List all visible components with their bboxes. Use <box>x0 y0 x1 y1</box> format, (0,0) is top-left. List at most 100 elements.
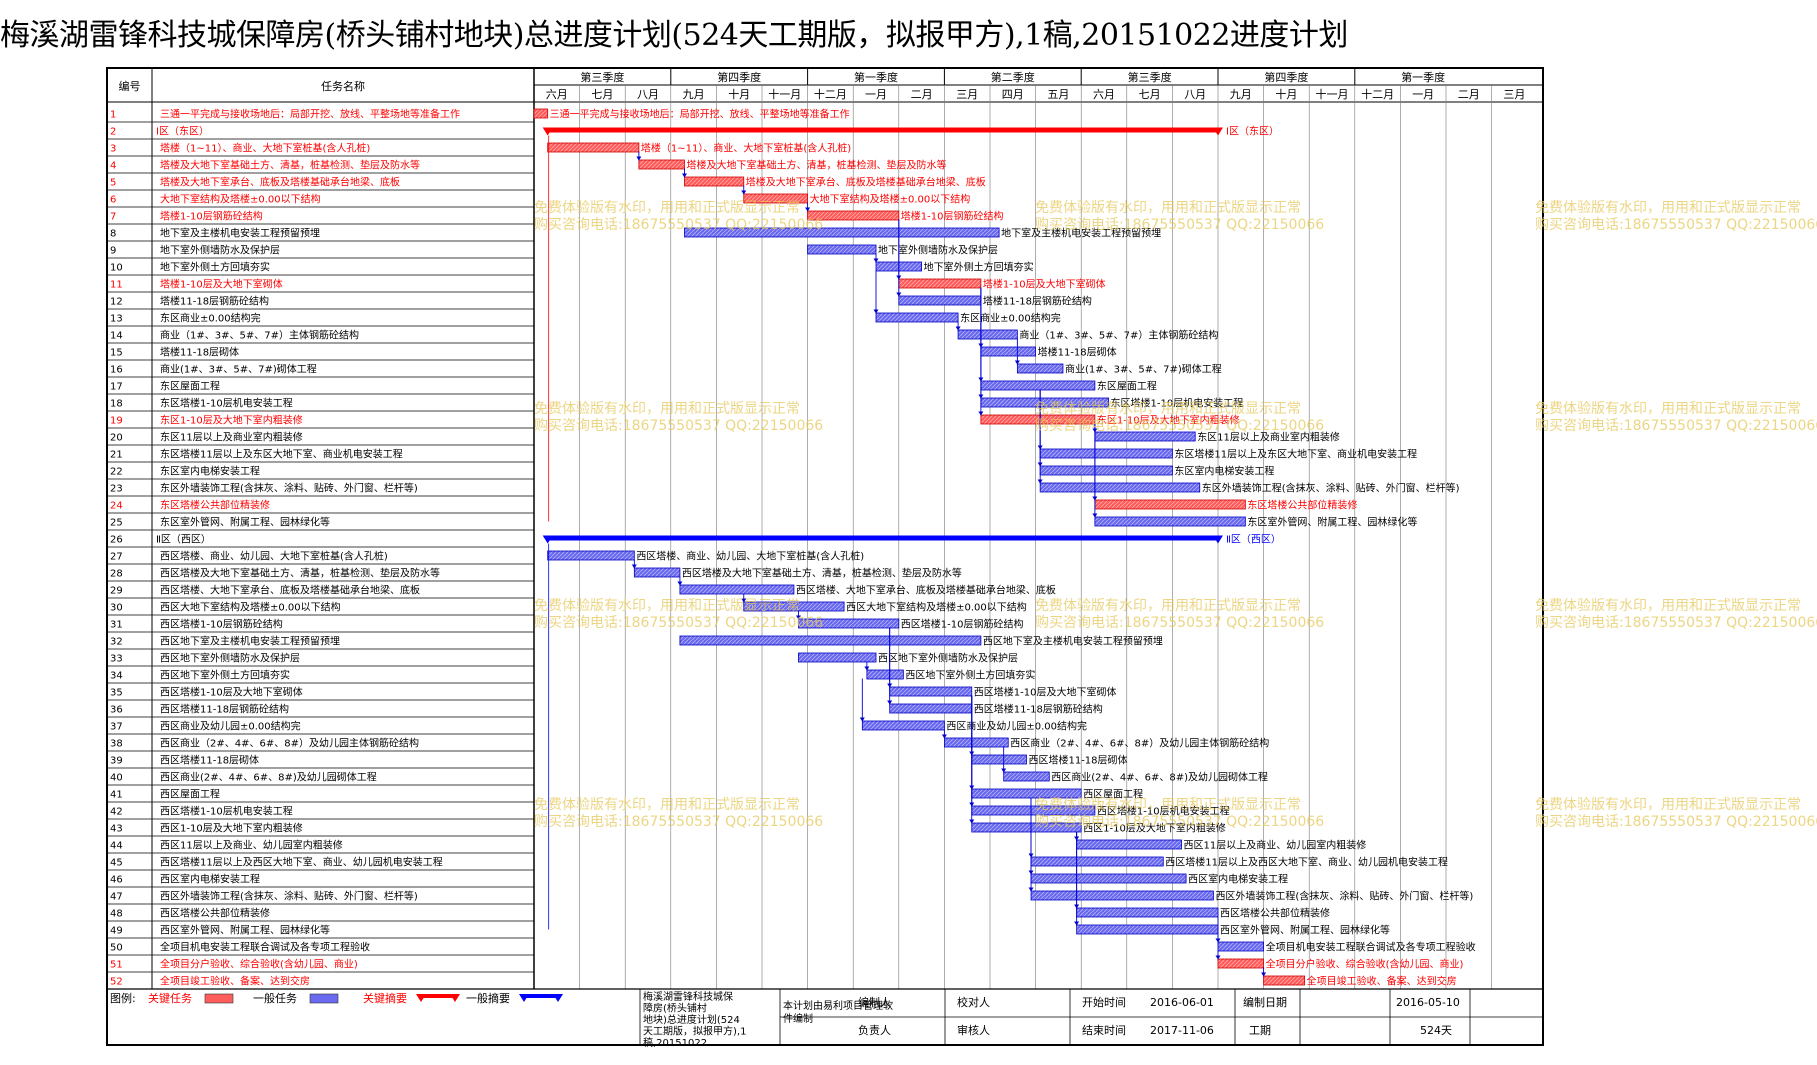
task-id: 16 <box>110 365 123 376</box>
task-name: 西区塔楼1-10层及大地下室砌体 <box>160 686 303 699</box>
quarter-label: 第一季度 <box>1401 70 1445 84</box>
task-bar[interactable] <box>1039 448 1173 459</box>
task-bar[interactable] <box>633 567 681 578</box>
task-bar[interactable] <box>807 210 900 221</box>
task-name: 地下室外侧土方回填夯实 <box>160 261 270 274</box>
month-label: 九月 <box>1230 88 1252 101</box>
task-id: 6 <box>110 195 116 206</box>
task-bar[interactable] <box>1217 958 1264 969</box>
task-bar[interactable] <box>944 737 1009 748</box>
task-bar[interactable] <box>866 669 904 680</box>
legend-swatch <box>523 994 559 998</box>
task-id: 20 <box>110 433 123 444</box>
bar-label: 塔楼11-18层钢筋砼结构 <box>983 295 1092 308</box>
legend-swatch <box>309 993 339 1004</box>
task-bar[interactable] <box>1094 499 1246 510</box>
task-id: 52 <box>110 977 123 988</box>
dependency-arrow <box>873 258 879 263</box>
bar-label: 塔楼1-10层及大地下室砌体 <box>983 278 1106 291</box>
task-bar[interactable] <box>971 822 1082 833</box>
month-label: 六月 <box>1093 88 1115 101</box>
legend-swatch <box>420 994 456 998</box>
task-bar[interactable] <box>889 703 973 714</box>
task-bar[interactable] <box>1094 516 1246 527</box>
summary-bar[interactable] <box>547 127 1218 133</box>
task-name: 地下室及主楼机电安装工程预留预埋 <box>160 227 320 240</box>
bar-label: 东区商业±0.00结构完 <box>960 312 1061 325</box>
task-bar[interactable] <box>547 550 635 561</box>
task-bar[interactable] <box>898 295 982 306</box>
task-bar[interactable] <box>1076 907 1219 918</box>
task-id: 11 <box>110 280 123 291</box>
dependency-arrow <box>1014 360 1020 365</box>
task-bar[interactable] <box>1094 431 1196 442</box>
bar-label: 东区1-10层及大地下室内粗装修 <box>1097 414 1240 427</box>
task-id: 22 <box>110 467 123 478</box>
task-name: 全项目竣工验收、备案、达到交房 <box>160 975 310 988</box>
task-bar[interactable] <box>798 618 900 629</box>
summary-start-marker <box>542 127 553 136</box>
task-bar[interactable] <box>679 584 795 595</box>
task-bar[interactable] <box>980 346 1037 357</box>
task-bar[interactable] <box>743 193 809 204</box>
task-id: 43 <box>110 824 123 835</box>
task-id: 49 <box>110 926 123 937</box>
bar-label: 大地下室结构及塔楼±0.00以下结构 <box>810 193 971 206</box>
task-bar[interactable] <box>807 244 877 255</box>
task-bar[interactable] <box>971 754 1027 765</box>
task-bar[interactable] <box>533 108 549 119</box>
task-bar[interactable] <box>980 414 1096 425</box>
task-bar[interactable] <box>861 720 945 731</box>
task-bar[interactable] <box>980 397 1109 408</box>
task-bar[interactable] <box>957 329 1018 340</box>
month-label: 八月 <box>1184 88 1206 101</box>
month-label: 三月 <box>956 88 978 101</box>
task-bar[interactable] <box>684 176 745 187</box>
task-name: 东区1-10层及大地下室内粗装修 <box>160 414 303 427</box>
task-bar[interactable] <box>971 788 1082 799</box>
task-id: 37 <box>110 722 123 733</box>
task-bar[interactable] <box>1039 465 1173 476</box>
summary-bar[interactable] <box>547 535 1218 541</box>
task-name: 西区屋面工程 <box>160 789 220 801</box>
legend-swatch-marker <box>416 994 426 1002</box>
task-bar[interactable] <box>679 635 982 646</box>
dependency-arrow <box>969 819 975 824</box>
quarter-label: 第三季度 <box>1128 70 1172 84</box>
bar-label: 全项目竣工验收、备案、达到交房 <box>1307 975 1457 988</box>
task-bar[interactable] <box>1076 839 1182 850</box>
task-bar[interactable] <box>971 805 1096 816</box>
footer-duration-label: 工期 <box>1249 1024 1271 1037</box>
task-bar[interactable] <box>889 686 973 697</box>
task-bar[interactable] <box>1003 771 1050 782</box>
task-bar[interactable] <box>875 312 959 323</box>
task-bar[interactable] <box>684 227 1000 238</box>
bar-label: 西区商业(2#、4#、6#、8#)及幼儿园砌体工程 <box>1051 771 1268 784</box>
task-bar[interactable] <box>1039 482 1201 493</box>
task-name: 东区室外管网、附属工程、园林绿化等 <box>160 516 330 529</box>
task-bar[interactable] <box>1217 941 1264 952</box>
task-name: Ⅰ区（东区） <box>156 125 209 138</box>
footer-owner-label: 负责人 <box>858 1023 891 1037</box>
task-bar[interactable] <box>798 652 877 663</box>
task-bar[interactable] <box>980 380 1096 391</box>
task-bar[interactable] <box>638 159 685 170</box>
task-bar[interactable] <box>743 601 845 612</box>
task-bar[interactable] <box>1030 873 1187 884</box>
task-id: 1 <box>110 110 116 121</box>
month-label: 五月 <box>1047 88 1069 101</box>
task-bar[interactable] <box>1263 975 1306 986</box>
task-name: 西区室外管网、附属工程、园林绿化等 <box>160 924 330 937</box>
task-id: 5 <box>110 178 116 189</box>
task-bar[interactable] <box>1016 363 1064 374</box>
task-bar[interactable] <box>898 278 982 289</box>
dependency-arrow <box>1037 479 1043 484</box>
task-id: 24 <box>110 501 123 512</box>
task-bar[interactable] <box>547 142 640 153</box>
task-bar[interactable] <box>1030 890 1214 901</box>
task-bar[interactable] <box>1030 856 1164 867</box>
task-name: 西区塔楼1-10层机电安装工程 <box>160 805 293 818</box>
task-bar[interactable] <box>1076 924 1219 935</box>
bar-label: 东区外墙装饰工程(含抹灰、涂料、贴砖、外门窗、栏杆等) <box>1202 482 1460 495</box>
task-id: 17 <box>110 382 123 393</box>
